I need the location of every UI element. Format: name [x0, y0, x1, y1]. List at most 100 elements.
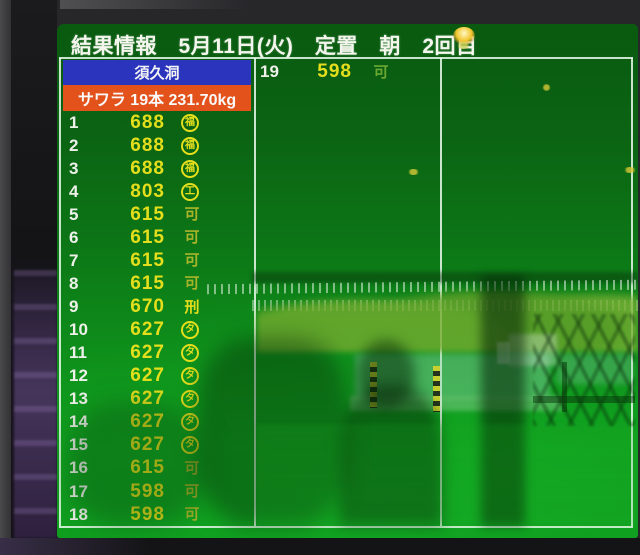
reflection-hills [257, 290, 638, 352]
buyer-mark: 可 [184, 252, 200, 270]
buyer-mark-circled: 福 [181, 159, 199, 178]
buyer-mark-circled: 福 [181, 136, 199, 155]
row-number: 7 [69, 250, 79, 270]
reflection-roof-band [252, 300, 638, 311]
price-value: 627 [130, 411, 165, 433]
price-value: 615 [130, 272, 165, 294]
reflection-roof-band [207, 279, 638, 295]
buyer-mark: 可 [184, 483, 200, 501]
buyer-mark: 可 [373, 63, 389, 81]
results-rows: 1 688 福 2 688 福 3 688 福 4 803 工 5 615 可 6 615 可 7 615 可 8 615 可… [63, 111, 253, 526]
row-number: 11 [69, 343, 87, 363]
price-value: 598 [130, 480, 165, 502]
reflection-floor-sheen [256, 424, 636, 526]
price-value: 670 [130, 296, 165, 318]
table-row: 11 627 タ [63, 342, 253, 365]
table-row: 9 670 刑 [63, 296, 253, 319]
row-number: 6 [69, 227, 79, 247]
table-bottom-border [59, 526, 633, 528]
table-row: 8 615 可 [63, 272, 253, 295]
row-number: 15 [69, 435, 88, 455]
bezel-bottom-reflection [0, 538, 150, 555]
buyer-mark-circled: タ [181, 436, 199, 455]
reflection-post [562, 362, 567, 412]
buyer-mark: 可 [184, 275, 200, 293]
row-number: 12 [69, 366, 88, 386]
price-value: 598 [130, 503, 165, 525]
row-number: 9 [69, 297, 79, 317]
header-underline [59, 57, 633, 59]
row-number: 14 [69, 412, 88, 432]
table-left-border [59, 58, 61, 526]
table-row: 18 598 可 [63, 503, 253, 526]
price-value: 627 [130, 365, 165, 387]
results-column-1: 須久洞 サワラ 19本 231.70kg 1 688 福 2 688 福 3 688 福 4 803… [61, 60, 254, 526]
price-value: 688 [130, 134, 165, 156]
price-value: 627 [130, 388, 165, 410]
row-number: 19 [260, 62, 279, 81]
buyer-mark-circled: タ [181, 321, 199, 340]
table-row: 7 615 可 [63, 249, 253, 272]
table-row: 5 615 可 [63, 203, 253, 226]
buyer-mark: 可 [184, 229, 200, 247]
monitor-bezel-left-edge [0, 0, 11, 555]
table-row: 13 627 タ [63, 388, 253, 411]
light-glint [542, 84, 551, 91]
buyer-mark-circled: 工 [181, 182, 199, 201]
price-value: 688 [130, 157, 165, 179]
buyer-mark: 可 [184, 459, 200, 477]
table-row: 3 688 福 [63, 157, 253, 180]
table-row: 10 627 タ [63, 319, 253, 342]
row-number: 10 [69, 320, 88, 340]
row-number: 4 [69, 181, 79, 201]
reflection-eave [252, 272, 638, 283]
reflection-striped-bollard [433, 366, 440, 412]
buyer-mark-circled: タ [181, 390, 199, 409]
price-value: 615 [130, 203, 165, 225]
table-right-border [631, 58, 633, 526]
buyer-mark: 可 [184, 506, 200, 524]
table-row: 14 627 タ [63, 411, 253, 434]
bezel-top-highlight [60, 0, 250, 9]
page-title: 結果情報 5月11日(火) 定置 朝 2回目 [71, 35, 478, 58]
row-number: 2 [69, 135, 79, 155]
buyer-mark: 可 [184, 206, 200, 224]
reflection-striped-bollard [370, 362, 377, 408]
price-value: 598 [317, 61, 352, 82]
table-row: 16 615 可 [63, 457, 253, 480]
table-row: 4 803 工 [63, 180, 253, 203]
price-value: 688 [130, 111, 165, 133]
results-column-2: 19 598 可 [256, 60, 438, 84]
table-row: 12 627 タ [63, 365, 253, 388]
table-row: 19 598 可 [256, 60, 438, 84]
table-row: 15 627 タ [63, 434, 253, 457]
column-divider-1 [254, 58, 256, 526]
buyer-mark-circled: 福 [181, 113, 199, 132]
price-value: 803 [130, 180, 165, 202]
reflection-person-head [357, 340, 415, 408]
reflection-water [557, 354, 633, 384]
reflection-quay [350, 396, 562, 411]
row-number: 18 [69, 504, 88, 524]
reflection-water [355, 354, 550, 398]
monitor-bezel-bottom [0, 538, 640, 555]
reflection-truss [533, 314, 635, 426]
row-number: 3 [69, 158, 79, 178]
row-number: 5 [69, 204, 79, 224]
price-value: 627 [130, 319, 165, 341]
reflection-truck-cab [497, 342, 510, 364]
reflection-truck [509, 334, 557, 366]
buyer-mark-circled: タ [181, 367, 199, 386]
column-divider-2 [440, 58, 442, 526]
row-number: 16 [69, 458, 88, 478]
price-value: 615 [130, 457, 165, 479]
row-number: 13 [69, 389, 88, 409]
table-row: 1 688 福 [63, 111, 253, 134]
location-header: 須久洞 [63, 60, 251, 85]
buyer-mark-circled: タ [181, 413, 199, 432]
table-row: 17 598 可 [63, 480, 253, 503]
buyer-mark: 刑 [184, 298, 200, 316]
catch-summary: サワラ 19本 231.70kg [63, 85, 251, 111]
catch-summary-label: サワラ 19本 231.70kg [77, 92, 237, 109]
